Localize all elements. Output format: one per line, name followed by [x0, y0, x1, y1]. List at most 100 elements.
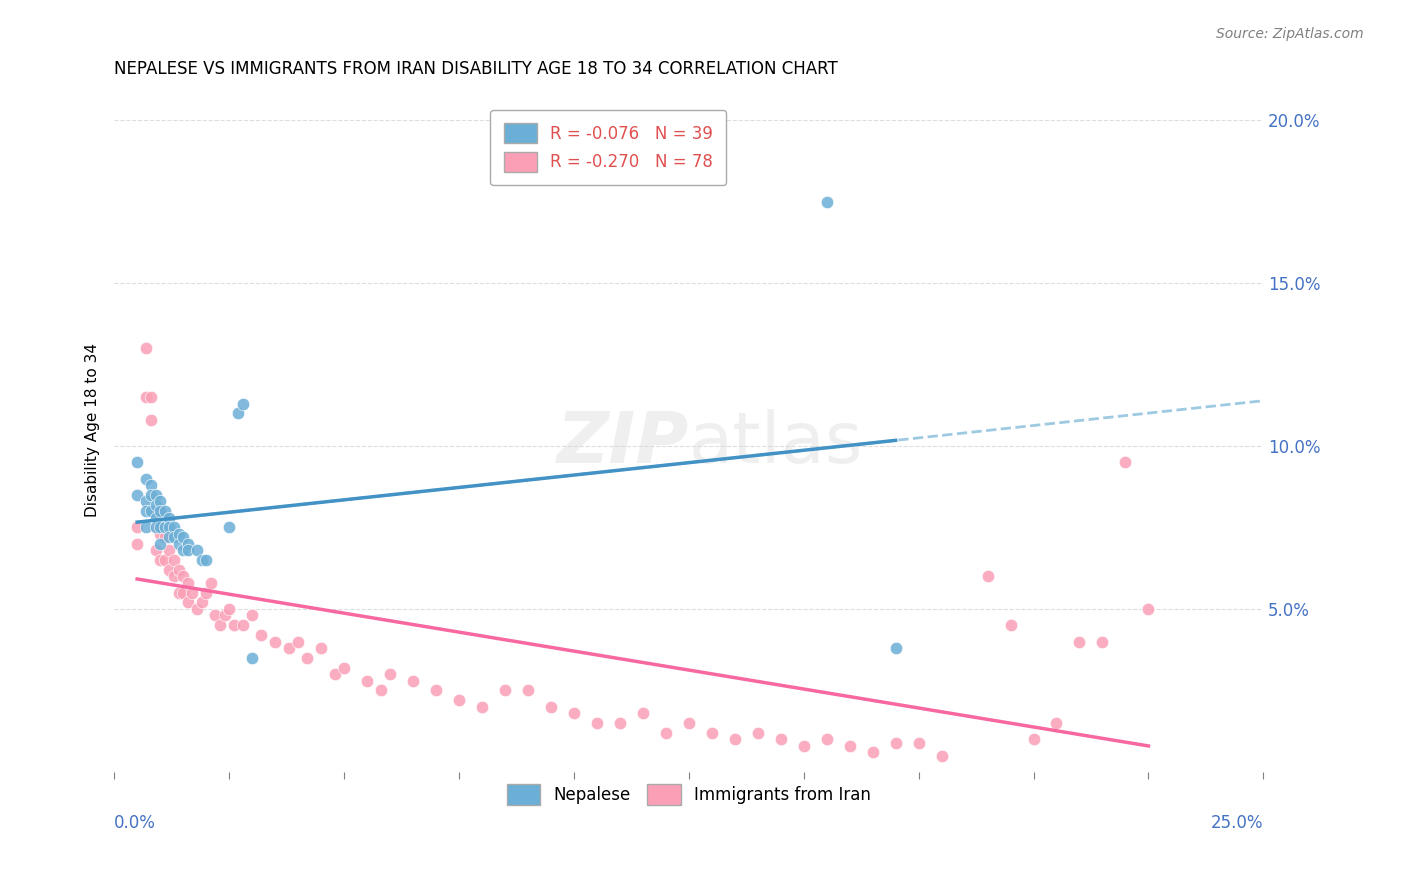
- Point: [378, 667, 401, 681]
- Point: [447, 693, 470, 707]
- Point: [264, 634, 287, 648]
- Point: [240, 650, 263, 665]
- Point: [167, 563, 190, 577]
- Point: [609, 716, 631, 731]
- Point: [149, 504, 172, 518]
- Point: [163, 530, 186, 544]
- Point: [815, 732, 838, 747]
- Point: [139, 504, 162, 518]
- Point: [1114, 455, 1136, 469]
- Point: [222, 618, 245, 632]
- Point: [177, 595, 200, 609]
- Point: [747, 725, 769, 739]
- Point: [153, 520, 176, 534]
- Point: [139, 488, 162, 502]
- Point: [195, 553, 218, 567]
- Point: [145, 520, 167, 534]
- Point: [157, 510, 180, 524]
- Point: [862, 745, 884, 759]
- Point: [153, 553, 176, 567]
- Point: [167, 527, 190, 541]
- Point: [135, 390, 157, 404]
- Point: [177, 537, 200, 551]
- Point: [190, 553, 212, 567]
- Point: [149, 504, 172, 518]
- Point: [309, 641, 332, 656]
- Point: [135, 520, 157, 534]
- Point: [145, 488, 167, 502]
- Y-axis label: Disability Age 18 to 34: Disability Age 18 to 34: [86, 343, 100, 516]
- Point: [1069, 634, 1091, 648]
- Point: [135, 494, 157, 508]
- Text: 0.0%: 0.0%: [114, 814, 156, 832]
- Point: [127, 488, 149, 502]
- Point: [208, 618, 231, 632]
- Point: [186, 543, 208, 558]
- Point: [157, 543, 180, 558]
- Point: [471, 699, 494, 714]
- Point: [135, 504, 157, 518]
- Point: [200, 575, 222, 590]
- Point: [172, 585, 194, 599]
- Point: [172, 543, 194, 558]
- Point: [149, 553, 172, 567]
- Point: [585, 716, 607, 731]
- Point: [149, 494, 172, 508]
- Point: [769, 732, 792, 747]
- Point: [167, 585, 190, 599]
- Point: [190, 595, 212, 609]
- Point: [145, 498, 167, 512]
- Point: [297, 650, 319, 665]
- Point: [135, 341, 157, 355]
- Point: [370, 683, 392, 698]
- Point: [287, 634, 309, 648]
- Point: [214, 608, 236, 623]
- Point: [815, 194, 838, 209]
- Point: [153, 530, 176, 544]
- Point: [931, 748, 953, 763]
- Point: [724, 732, 747, 747]
- Point: [1091, 634, 1114, 648]
- Point: [655, 725, 678, 739]
- Point: [172, 569, 194, 583]
- Point: [402, 673, 425, 688]
- Point: [157, 520, 180, 534]
- Point: [516, 683, 538, 698]
- Legend: Nepalese, Immigrants from Iran: Nepalese, Immigrants from Iran: [501, 778, 877, 812]
- Point: [153, 504, 176, 518]
- Point: [700, 725, 723, 739]
- Point: [631, 706, 654, 721]
- Point: [149, 520, 172, 534]
- Point: [157, 530, 180, 544]
- Point: [540, 699, 562, 714]
- Point: [149, 537, 172, 551]
- Point: [333, 660, 356, 674]
- Point: [145, 543, 167, 558]
- Point: [250, 628, 273, 642]
- Point: [139, 478, 162, 492]
- Point: [323, 667, 346, 681]
- Text: 25.0%: 25.0%: [1211, 814, 1264, 832]
- Point: [232, 396, 254, 410]
- Point: [181, 585, 204, 599]
- Point: [494, 683, 516, 698]
- Point: [177, 575, 200, 590]
- Point: [172, 530, 194, 544]
- Point: [139, 413, 162, 427]
- Point: [218, 520, 240, 534]
- Point: [884, 735, 907, 749]
- Point: [1045, 716, 1067, 731]
- Point: [163, 569, 186, 583]
- Point: [195, 585, 218, 599]
- Point: [232, 618, 254, 632]
- Point: [145, 510, 167, 524]
- Text: atlas: atlas: [689, 409, 863, 478]
- Point: [127, 455, 149, 469]
- Point: [167, 537, 190, 551]
- Point: [976, 569, 998, 583]
- Point: [425, 683, 447, 698]
- Point: [163, 553, 186, 567]
- Point: [1022, 732, 1045, 747]
- Point: [163, 520, 186, 534]
- Point: [277, 641, 299, 656]
